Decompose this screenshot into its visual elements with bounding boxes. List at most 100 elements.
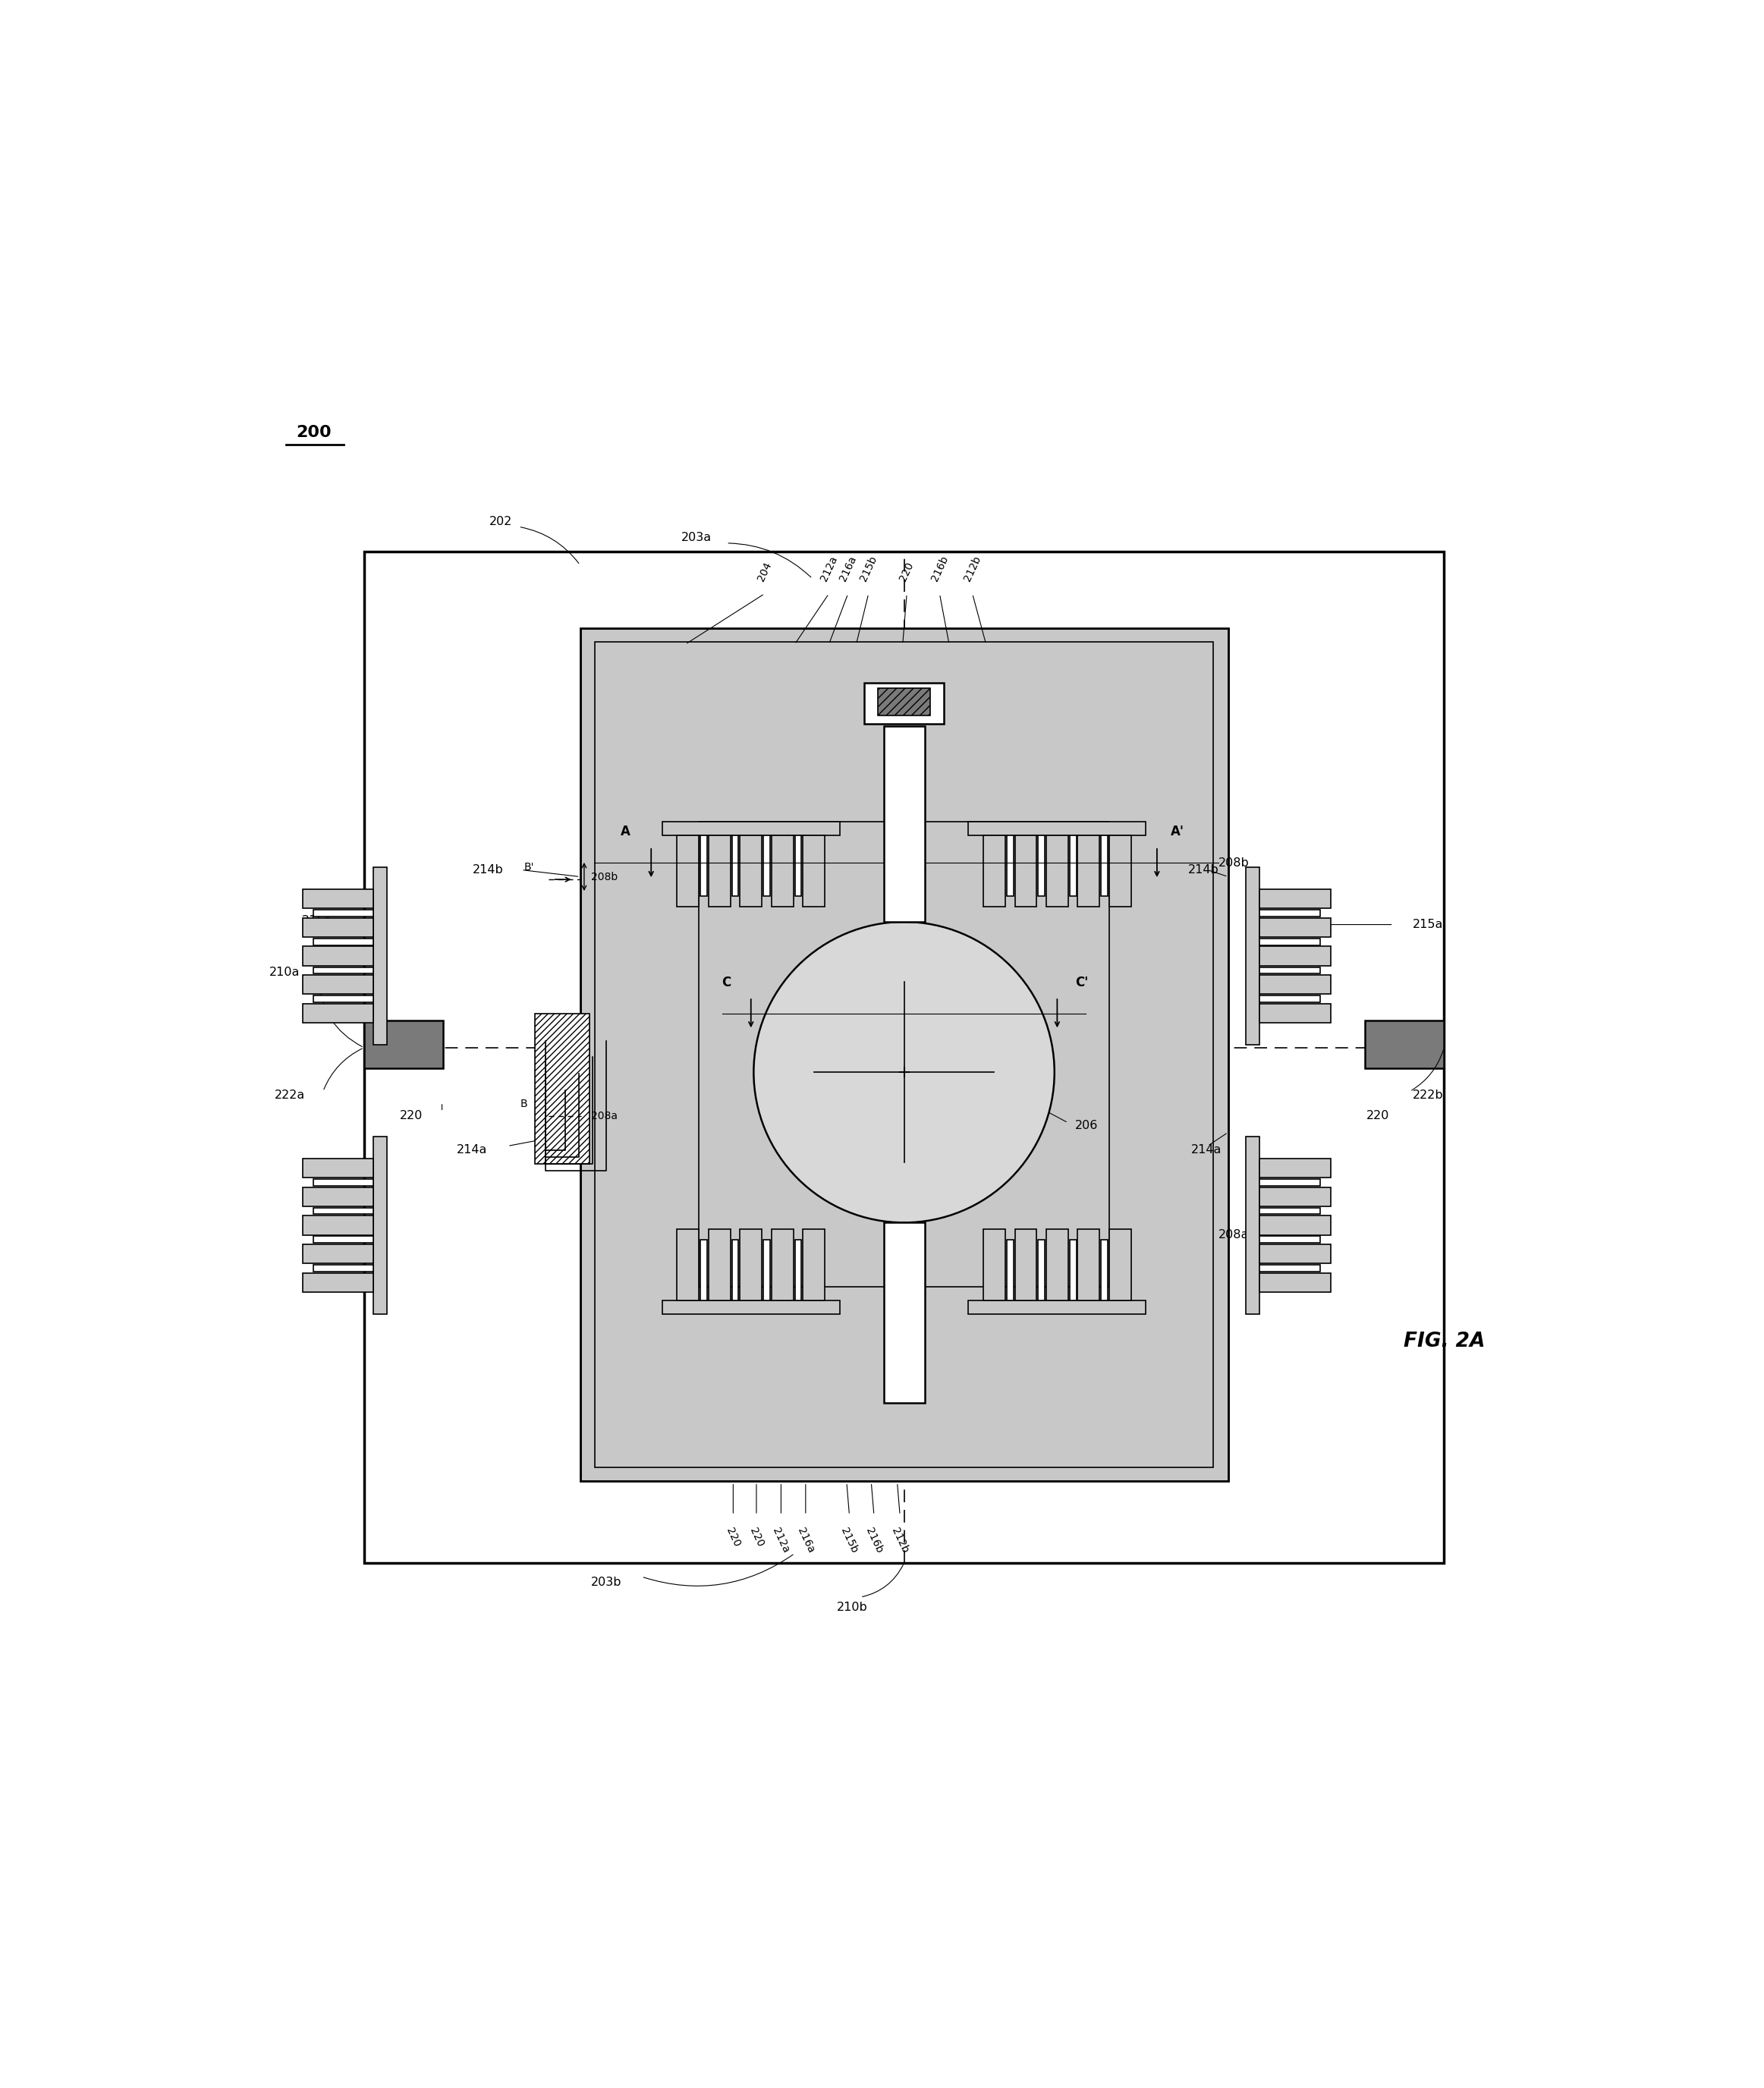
Text: 220: 220 [898, 560, 916, 583]
Bar [303, 975, 374, 994]
Bar [1046, 835, 1069, 906]
Text: 204: 204 [755, 560, 774, 583]
Bar [662, 823, 840, 835]
Bar [1007, 1240, 1013, 1301]
Text: 206: 206 [1074, 1119, 1097, 1132]
Bar [968, 1301, 1147, 1313]
Bar [374, 867, 388, 1044]
Bar [303, 1244, 374, 1263]
Text: 214a: 214a [457, 1144, 487, 1157]
Bar [709, 1230, 730, 1301]
Text: 222a: 222a [275, 1090, 305, 1100]
Bar [1110, 835, 1131, 906]
Text: 220: 220 [1365, 1111, 1390, 1121]
Bar [1259, 967, 1319, 973]
Bar [303, 919, 374, 938]
Bar [1259, 975, 1330, 994]
Bar [1259, 946, 1330, 965]
Text: 215b: 215b [857, 553, 878, 583]
Text: 203a: 203a [681, 532, 711, 543]
Text: 222b: 222b [1413, 1090, 1443, 1100]
Bar [1259, 1215, 1330, 1234]
Bar [741, 1230, 762, 1301]
Bar [1365, 1021, 1445, 1069]
Bar [314, 938, 374, 946]
Bar [709, 835, 730, 906]
Bar [1069, 1240, 1076, 1301]
Bar [700, 1240, 707, 1301]
Bar [771, 835, 794, 906]
Bar [983, 835, 1005, 906]
Bar [1101, 835, 1108, 896]
Text: 214a: 214a [1191, 1144, 1222, 1157]
Bar [314, 1236, 374, 1242]
Text: B': B' [524, 862, 534, 873]
Bar [1259, 1274, 1330, 1292]
Text: 210a: 210a [270, 967, 300, 977]
Bar [1046, 1230, 1069, 1301]
Bar [374, 1136, 388, 1313]
Bar [1245, 867, 1259, 1044]
Bar [363, 1021, 443, 1069]
Bar [580, 628, 1228, 1480]
Bar [1259, 1265, 1319, 1272]
Bar [1259, 889, 1330, 908]
Bar [732, 1240, 739, 1301]
Bar [677, 1230, 699, 1301]
Bar [303, 1274, 374, 1292]
Bar [732, 835, 739, 896]
Bar [1259, 1159, 1330, 1178]
Bar [771, 1230, 794, 1301]
Text: C: C [721, 975, 730, 990]
Bar [1110, 1230, 1131, 1301]
Bar [363, 551, 1445, 1564]
Text: 220: 220 [400, 1111, 423, 1121]
Bar [1259, 1244, 1330, 1263]
Text: 208a: 208a [1219, 1230, 1249, 1240]
Text: 216a: 216a [838, 553, 859, 583]
Bar [764, 835, 771, 896]
Bar [1259, 1188, 1330, 1207]
Bar [1259, 1180, 1319, 1186]
Text: 212b: 212b [961, 553, 983, 583]
Bar [677, 835, 699, 906]
Text: 214b: 214b [1189, 864, 1219, 875]
Bar [314, 910, 374, 917]
Text: 215a: 215a [302, 915, 333, 927]
Bar [314, 1265, 374, 1272]
Text: 212b: 212b [889, 1526, 910, 1556]
Text: 203b: 203b [591, 1576, 621, 1587]
Text: 208b: 208b [1219, 858, 1249, 869]
Bar [314, 967, 374, 973]
Bar [303, 946, 374, 965]
Bar [764, 1240, 771, 1301]
Bar [864, 683, 944, 725]
Text: 216b: 216b [864, 1526, 884, 1556]
Text: B: B [520, 1098, 527, 1109]
Text: 212a: 212a [818, 553, 840, 583]
Bar [1037, 1240, 1044, 1301]
Bar [594, 641, 1214, 1468]
Bar [884, 1224, 924, 1403]
Text: 208a: 208a [591, 1111, 617, 1121]
Text: 220: 220 [748, 1526, 766, 1549]
Bar [303, 1188, 374, 1207]
Bar [1007, 835, 1013, 896]
Bar [1078, 1230, 1099, 1301]
Bar [1259, 996, 1319, 1002]
Bar [1014, 1230, 1037, 1301]
Bar [803, 835, 826, 906]
Text: 214b: 214b [473, 864, 503, 875]
Bar [580, 628, 1228, 1480]
Text: 220: 220 [725, 1526, 743, 1549]
Bar [1037, 835, 1044, 896]
Bar [1259, 1207, 1319, 1215]
Text: FIG. 2A: FIG. 2A [1404, 1332, 1485, 1351]
Bar [662, 1301, 840, 1313]
Bar [803, 1230, 826, 1301]
Bar [303, 1159, 374, 1178]
Bar [796, 1240, 801, 1301]
Bar [314, 996, 374, 1002]
Bar [1069, 835, 1076, 896]
Text: A: A [621, 825, 630, 839]
